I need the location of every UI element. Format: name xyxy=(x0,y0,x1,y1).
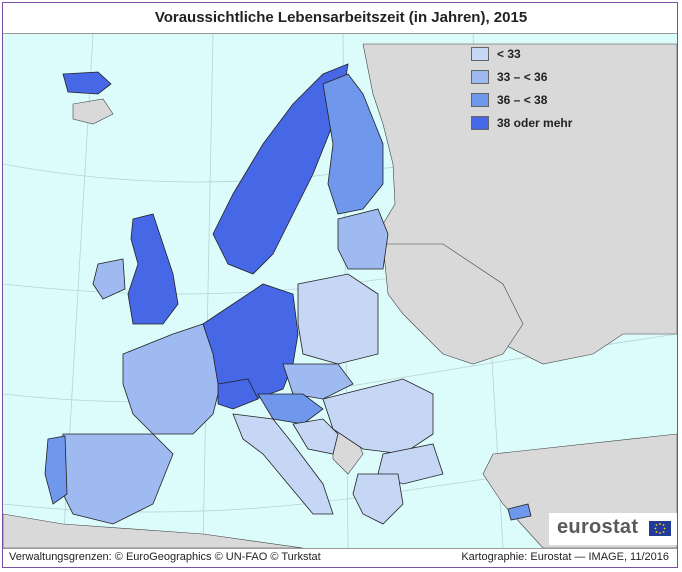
legend-swatch-2 xyxy=(471,70,489,84)
switzerland xyxy=(217,378,259,410)
legend-swatch-1 xyxy=(471,47,489,61)
portugal xyxy=(44,435,68,505)
footer-credits: Verwaltungsgrenzen: © EuroGeographics © … xyxy=(9,551,321,563)
eurostat-logo: eurostat xyxy=(549,513,677,545)
ireland xyxy=(92,258,126,300)
map-area xyxy=(2,33,678,549)
hungary-romania xyxy=(322,378,434,455)
poland xyxy=(297,273,379,365)
austria xyxy=(257,393,324,425)
greece xyxy=(352,473,404,525)
footer-cartography: Kartographie: Eurostat — IMAGE, 11/2016 xyxy=(461,551,669,563)
cyprus xyxy=(507,503,532,521)
croatia-slovenia xyxy=(292,418,339,455)
legend-label-1: < 33 xyxy=(497,47,521,61)
eu-flag-icon xyxy=(649,521,671,536)
legend-label-3: 36 – < 38 xyxy=(497,93,548,107)
legend-swatch-4 xyxy=(471,116,489,130)
europe-map xyxy=(2,33,678,549)
italy xyxy=(232,413,334,515)
iceland xyxy=(62,71,112,95)
legend-label-4: 38 oder mehr xyxy=(497,116,573,130)
czechia-slovakia xyxy=(282,363,354,400)
logo-text: eurostat xyxy=(557,516,639,538)
france xyxy=(122,323,224,435)
data-countries xyxy=(44,63,532,525)
baltics xyxy=(337,208,389,270)
finland xyxy=(322,73,384,215)
legend-swatch-3 xyxy=(471,93,489,107)
uk xyxy=(127,213,179,325)
legend-label-2: 33 – < 36 xyxy=(497,70,548,84)
map-title: Voraussichtliche Lebensarbeitszeit (in J… xyxy=(154,9,528,26)
